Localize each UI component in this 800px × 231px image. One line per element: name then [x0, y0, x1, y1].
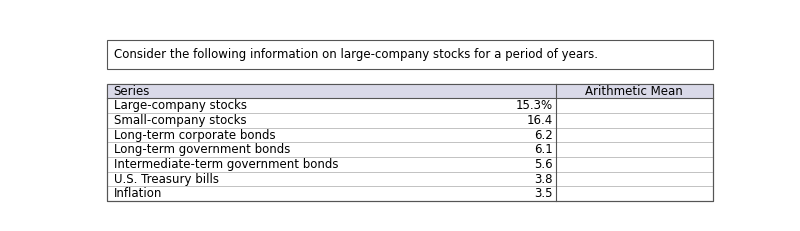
Text: Intermediate-term government bonds: Intermediate-term government bonds	[114, 158, 338, 171]
Text: Long-term corporate bonds: Long-term corporate bonds	[114, 129, 275, 142]
Text: 6.2: 6.2	[534, 129, 553, 142]
Text: 5.6: 5.6	[534, 158, 553, 171]
Text: Series: Series	[114, 85, 150, 97]
Text: Long-term government bonds: Long-term government bonds	[114, 143, 290, 156]
Text: U.S. Treasury bills: U.S. Treasury bills	[114, 173, 218, 186]
Text: Inflation: Inflation	[114, 187, 162, 200]
Bar	[107, 84, 713, 201]
Text: Arithmetic Mean: Arithmetic Mean	[586, 85, 683, 97]
Text: 3.5: 3.5	[534, 187, 553, 200]
Text: 16.4: 16.4	[526, 114, 553, 127]
Text: 3.8: 3.8	[534, 173, 553, 186]
Text: Large-company stocks: Large-company stocks	[114, 99, 246, 112]
Text: Small-company stocks: Small-company stocks	[114, 114, 246, 127]
Bar	[107, 84, 713, 98]
Text: 6.1: 6.1	[534, 143, 553, 156]
Text: 15.3%: 15.3%	[515, 99, 553, 112]
Bar	[107, 40, 713, 69]
Text: Consider the following information on large-company stocks for a period of years: Consider the following information on la…	[114, 48, 598, 61]
Bar	[107, 84, 713, 201]
